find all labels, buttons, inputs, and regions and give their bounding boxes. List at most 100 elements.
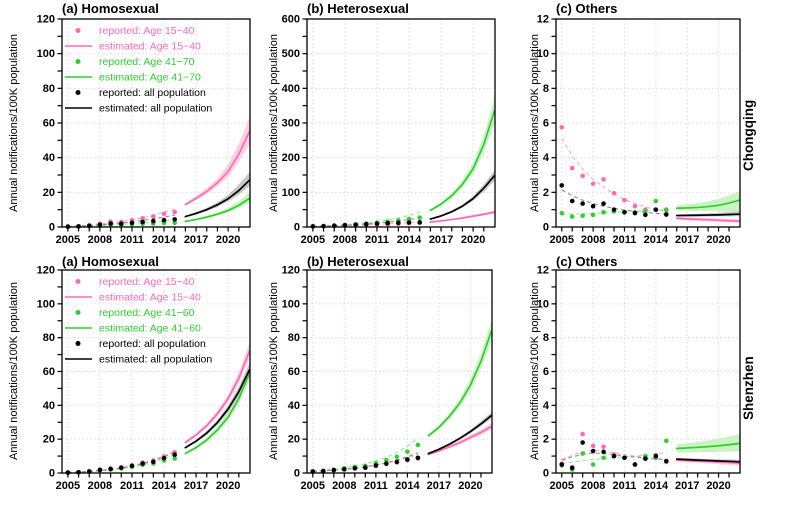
x-tick-label: 2011	[613, 480, 637, 492]
fitted-line-black	[67, 214, 175, 228]
x-tick-label: 2005	[56, 480, 80, 492]
y-tick-label: 0	[543, 468, 549, 480]
reported-point-green	[580, 213, 585, 219]
reported-point-black	[417, 220, 422, 225]
x-tick-label: 2005	[56, 234, 80, 246]
reported-point-green	[653, 198, 659, 204]
reported-point-green	[406, 216, 412, 222]
reported-point-black	[161, 217, 167, 223]
x-tick-label: 2014	[395, 480, 420, 492]
reported-point-pink	[151, 214, 156, 219]
panel-chongqing-heterosexual: 2005 2008 2011 2014 2017 2020 0 100 200 300 400 500…	[264, 0, 528, 253]
reported-point-black	[663, 212, 669, 217]
x-tick-label: 2017	[427, 480, 451, 492]
panel-chongqing-others: 2005 2008 2011 2014 2017 2020 0 2 4 6 8 10 12 (c) Ot…	[528, 0, 791, 253]
x-tick-label: 2020	[706, 234, 730, 246]
reported-point-black	[385, 220, 390, 226]
reported-point-pink	[632, 203, 638, 209]
reported-point-green	[417, 215, 422, 220]
plot-canvas: 2005 2008 2011 2014 2017 2020 0 100 200 300 400 500…	[282, 14, 496, 246]
estimated-line-green	[427, 330, 493, 437]
x-tick-label: 2008	[333, 234, 357, 246]
reported-point-black	[353, 222, 358, 228]
reported-point-black	[415, 455, 421, 461]
reported-point-pink	[611, 190, 617, 196]
estimated-line-black	[675, 458, 741, 463]
reported-point-pink	[569, 165, 575, 171]
reported-point-black	[140, 219, 145, 225]
reported-point-black	[129, 220, 135, 226]
reported-point-black	[653, 207, 659, 212]
legend-marker-point	[75, 279, 81, 284]
panel-shenzhen-others: 2005 2008 2011 2014 2017 2020 0 2 4 6 8 10 12 (c) Ot…	[528, 253, 791, 505]
y-tick-label: 0	[49, 222, 55, 234]
legend-label: estimated: Age 41−70	[99, 72, 201, 84]
y-tick-label: 400	[282, 83, 300, 95]
reported-point-black	[118, 465, 124, 471]
x-tick-label: 2011	[365, 234, 389, 246]
legend-marker-point	[75, 28, 81, 33]
y-tick-label: 2	[543, 434, 549, 446]
legend-marker-point	[75, 341, 81, 346]
y-tick-label: 8	[543, 83, 549, 95]
x-tick-label: 2014	[644, 234, 669, 246]
legend-label: estimated: Age 15−40	[99, 292, 201, 304]
x-tick-label: 2008	[581, 234, 605, 246]
y-tick-label: 500	[282, 48, 300, 60]
panel-title: (a) Homosexual	[62, 254, 159, 269]
reported-point-black	[601, 449, 606, 455]
y-tick-label: 12	[537, 14, 549, 26]
y-tick-label: 10	[537, 48, 549, 60]
reported-point-green	[172, 220, 177, 226]
reported-point-black	[374, 221, 380, 227]
reported-point-black	[580, 201, 585, 206]
reported-point-black	[405, 457, 410, 462]
reported-point-black	[97, 467, 103, 473]
x-tick-label: 2014	[644, 480, 669, 492]
y-tick-label: 300	[282, 118, 300, 130]
reported-point-pink	[590, 181, 596, 186]
x-tick-label: 2005	[301, 480, 325, 492]
reported-point-pink	[580, 173, 585, 179]
x-tick-label: 2014	[152, 480, 177, 492]
y-tick-label: 120	[37, 14, 55, 26]
reported-point-green	[601, 209, 606, 215]
reported-point-green	[643, 209, 648, 214]
y-tick-label: 60	[288, 366, 300, 378]
reported-point-black	[632, 210, 638, 216]
y-tick-label: 40	[43, 152, 55, 164]
fitted-line-black	[67, 451, 175, 473]
estimated-line-green	[675, 442, 741, 450]
estimated-line-pink	[427, 425, 493, 456]
x-tick-label: 2008	[88, 480, 112, 492]
y-tick-label: 80	[288, 332, 300, 344]
legend-label: reported: Age 15−40	[99, 276, 195, 288]
reported-point-black	[161, 455, 167, 461]
panel-title: (a) Homosexual	[62, 1, 159, 16]
estimated-line-black	[184, 368, 251, 449]
reported-point-black	[151, 218, 156, 224]
x-tick-label: 2017	[675, 234, 699, 246]
x-tick-label: 2011	[120, 480, 144, 492]
reported-point-black	[559, 462, 565, 467]
x-tick-label: 2014	[152, 234, 177, 246]
y-tick-label: 6	[543, 366, 549, 378]
y-tick-label: 0	[294, 468, 300, 480]
region-label-chongqing: Chongqing	[741, 99, 756, 171]
y-tick-label: 20	[43, 187, 55, 199]
y-tick-label: 100	[37, 298, 55, 310]
reported-point-green	[394, 454, 400, 460]
plot-canvas: 2005 2008 2011 2014 2017 2020 0 20 40 60 80 100 120	[282, 265, 493, 492]
x-tick-label: 2005	[550, 234, 574, 246]
estimated-line-black	[427, 414, 493, 455]
reported-point-green	[601, 455, 606, 461]
panel-shenzhen-homosexual: 2005 2008 2011 2014 2017 2020 0 20 40 60 80 100 120 r…	[0, 253, 264, 505]
panel-title: (b) Heterosexual	[307, 254, 409, 269]
legend-label: reported: Age 41−70	[99, 56, 195, 68]
x-tick-label: 2017	[429, 234, 453, 246]
reported-point-green	[580, 451, 585, 456]
panel-chongqing-homosexual: 2005 2008 2011 2014 2017 2020 0 20 40 60 80 100 120 r…	[0, 0, 264, 253]
panel-title: (c) Others	[556, 254, 618, 269]
x-tick-label: 2020	[461, 234, 485, 246]
